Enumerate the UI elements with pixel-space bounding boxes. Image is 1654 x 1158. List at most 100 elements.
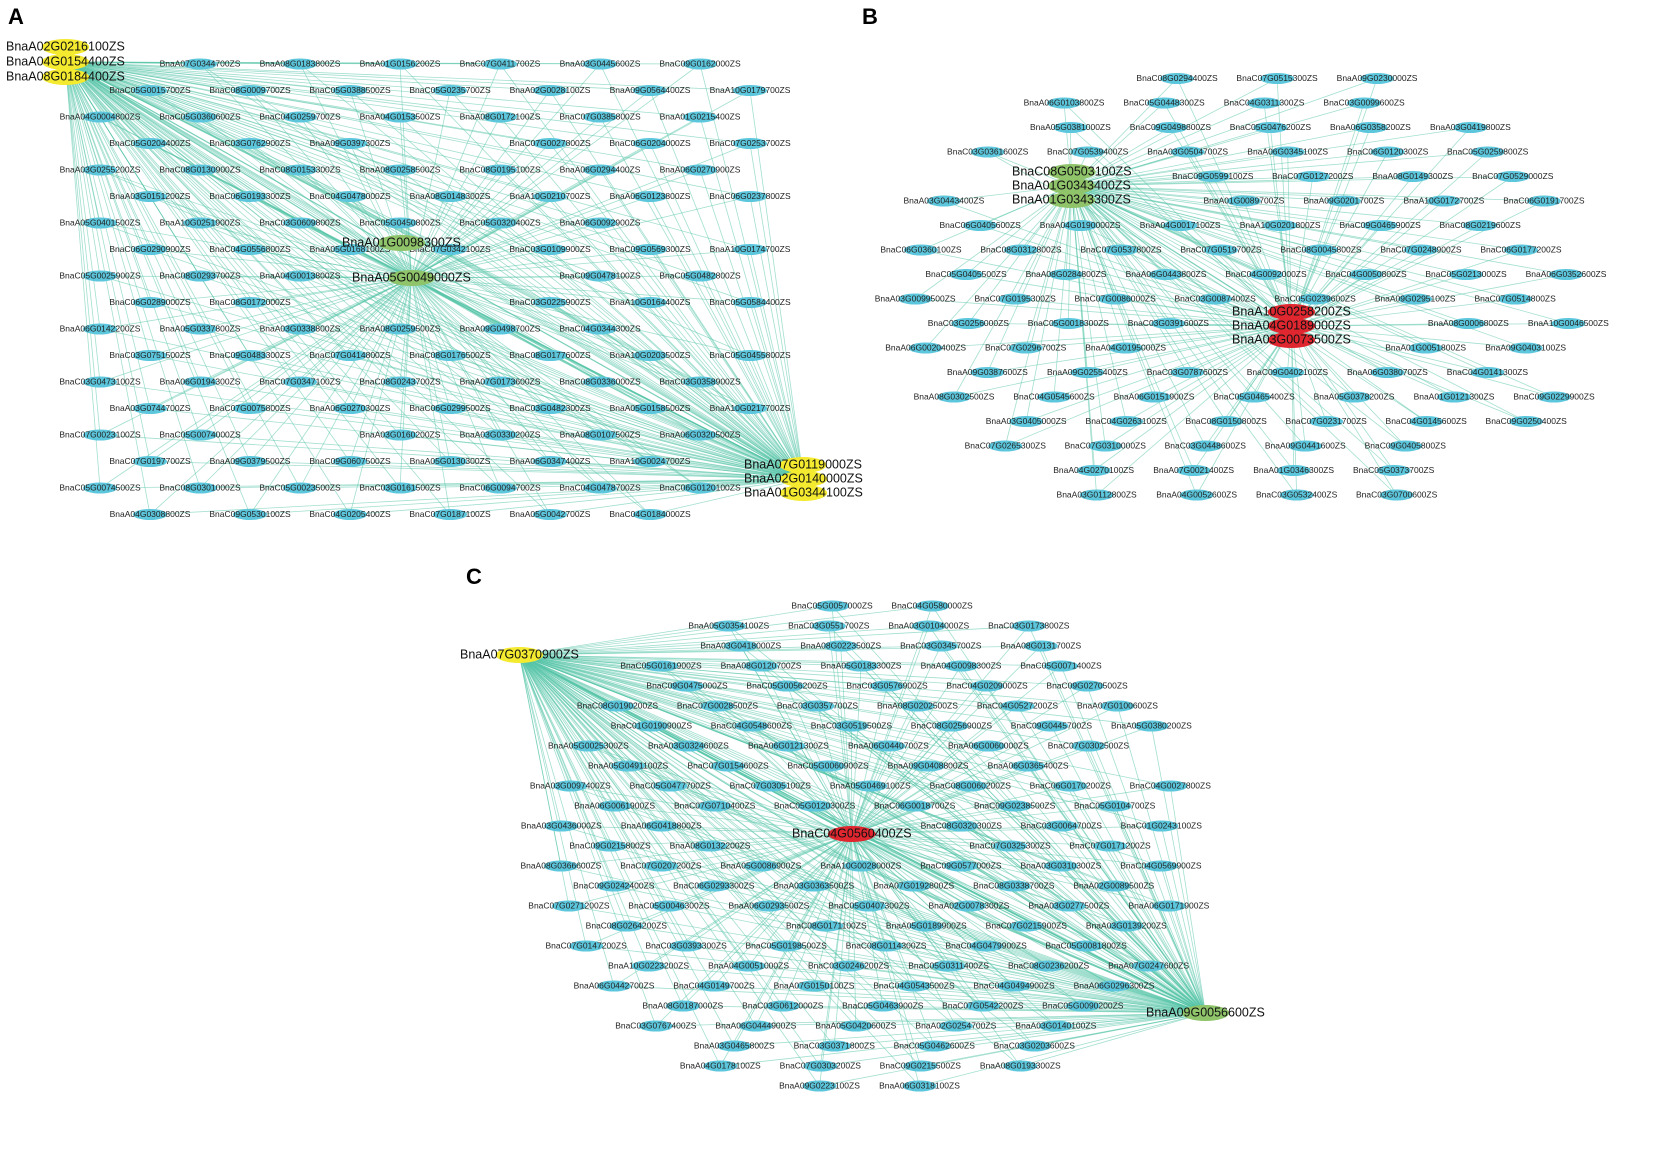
gene-node — [1195, 171, 1230, 182]
edge — [1071, 151, 1288, 187]
edge — [670, 785, 852, 835]
gene-node — [1449, 269, 1484, 280]
gene-node — [83, 164, 117, 176]
edge — [199, 116, 804, 480]
gene-label: BnaC05G0161900ZS — [620, 660, 702, 670]
edge — [919, 1012, 1206, 1087]
gene-label: BnaA05G0130300ZS — [410, 456, 491, 466]
gene-node — [683, 429, 717, 441]
gene-node — [533, 297, 567, 308]
edge — [851, 833, 961, 867]
gene-label: BnaA03G0160200ZS — [360, 429, 441, 439]
gene-node — [333, 350, 367, 361]
edge — [65, 61, 751, 356]
gene-node — [133, 244, 167, 255]
gene-label: BnaC03G0225900ZS — [509, 297, 591, 307]
gene-label: BnaC07G0296700ZS — [985, 342, 1067, 352]
gene-node — [903, 244, 938, 256]
gene-node — [811, 620, 846, 632]
gene-label: BnaA06G0121300ZS — [748, 740, 829, 750]
edge — [1071, 185, 1488, 373]
edge — [1071, 185, 1327, 422]
gene-label: BnaA09G0498700ZS — [460, 323, 541, 333]
edge — [925, 325, 1292, 349]
gene-label: BnaC04G0050800ZS — [1325, 269, 1407, 279]
gene-label: BnaA06G0352600ZS — [1526, 269, 1607, 279]
gene-node — [1370, 367, 1405, 378]
gene-label: BnaC06G0177200ZS — [1480, 244, 1562, 254]
edge — [1071, 176, 1513, 187]
edge — [1060, 825, 1206, 1014]
gene-node — [383, 111, 417, 123]
gene-node — [233, 138, 267, 149]
edge — [851, 725, 1052, 835]
edge — [1071, 185, 1406, 447]
edge — [1071, 185, 1526, 349]
gene-label: BnaA03G0330200ZS — [460, 429, 541, 439]
gene-label: BnaC06G0293300ZS — [673, 880, 755, 890]
gene-label: BnaC07G0265300ZS — [965, 440, 1047, 450]
edge — [99, 277, 412, 489]
gene-label: BnaC03G0612000ZS — [742, 1000, 824, 1010]
edge — [819, 1012, 1206, 1087]
edge — [1060, 665, 1206, 1014]
edge — [65, 61, 501, 436]
gene-label: BnaA03G0443400ZS — [903, 195, 984, 205]
edge — [561, 825, 852, 835]
edge — [1071, 78, 1378, 187]
gene-label: BnaC05G0018300ZS — [1028, 318, 1110, 328]
edge — [1085, 945, 1206, 1014]
gene-label: BnaA06G0365400ZS — [988, 760, 1069, 770]
edge — [760, 665, 853, 835]
edge — [519, 625, 829, 656]
gene-node — [233, 403, 267, 414]
gene-label: BnaC08G0060200ZS — [930, 780, 1012, 790]
edge — [1291, 176, 1314, 327]
gene-label: BnaC08G0045800ZS — [1280, 244, 1362, 254]
edge — [65, 61, 451, 91]
hub-gene-label: BnaA10G0258200ZS — [1232, 304, 1351, 318]
gene-node — [1498, 293, 1533, 305]
edge — [65, 61, 201, 436]
edge — [1071, 185, 1427, 422]
hub-node — [1047, 178, 1096, 194]
gene-node — [931, 960, 966, 972]
gene-label: BnaC03G0087400ZS — [1175, 293, 1257, 303]
edge — [649, 249, 804, 480]
gene-label: BnaC05G0204400ZS — [109, 138, 191, 148]
gene-label: BnaC08G0336000ZS — [559, 376, 641, 386]
gene-node — [553, 780, 588, 792]
gene-label: BnaA04G0017100ZS — [1140, 220, 1221, 230]
edge — [411, 277, 701, 489]
edge — [349, 478, 804, 515]
edge — [65, 61, 551, 462]
gene-label: BnaC08G0153300ZS — [259, 164, 341, 174]
gene-label: BnaC08G0195100ZS — [459, 164, 541, 174]
edge — [411, 277, 751, 356]
gene-label: BnaC04G0027800ZS — [1130, 780, 1212, 790]
edge — [65, 61, 501, 118]
edge — [851, 765, 1029, 835]
edge — [349, 461, 804, 480]
edge — [519, 654, 1071, 787]
edge — [1071, 185, 1294, 471]
gene-node — [834, 720, 869, 732]
edge — [149, 277, 412, 303]
gene-node — [233, 350, 267, 361]
gene-label: BnaC08G0177600ZS — [509, 350, 591, 360]
gene-node — [770, 680, 805, 692]
gene-label: BnaA03G0504700ZS — [1147, 146, 1228, 156]
gene-node — [733, 85, 767, 96]
gene-label: BnaA06G0061900ZS — [574, 800, 655, 810]
edge — [1020, 249, 1292, 327]
edge — [1071, 185, 1388, 373]
gene-label: BnaC04G0344300ZS — [559, 323, 641, 333]
gene-node — [1043, 860, 1078, 872]
gene-node — [583, 429, 617, 441]
gene-node — [583, 164, 617, 176]
gene-node — [823, 640, 858, 652]
edge — [349, 355, 804, 480]
gene-node — [1088, 440, 1123, 452]
gene-label: BnaC06G0290900ZS — [109, 244, 191, 254]
hub-gene-label: BnaC04G0560400ZS — [792, 826, 912, 840]
